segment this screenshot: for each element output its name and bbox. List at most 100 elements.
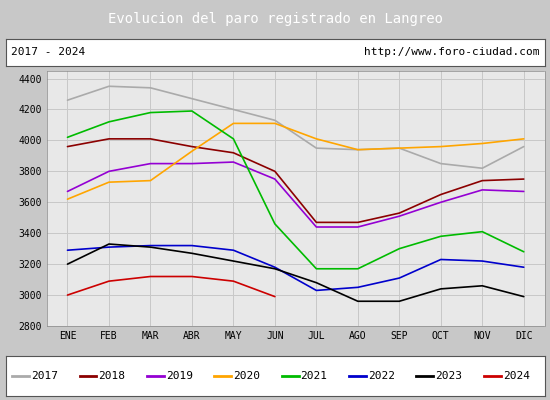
2017: [272, 118, 278, 123]
2019: [189, 161, 195, 166]
2018: [313, 220, 320, 225]
2024: [230, 279, 236, 284]
2019: [272, 177, 278, 182]
2022: [437, 257, 444, 262]
2024: [64, 293, 71, 298]
2023: [437, 286, 444, 291]
2019: [437, 200, 444, 205]
2022: [355, 285, 361, 290]
Text: Evolucion del paro registrado en Langreo: Evolucion del paro registrado en Langreo: [107, 12, 443, 26]
2019: [520, 189, 527, 194]
2020: [64, 197, 71, 202]
2017: [189, 96, 195, 101]
Line: 2021: 2021: [68, 111, 524, 269]
Text: 2021: 2021: [301, 371, 328, 381]
2020: [230, 121, 236, 126]
2020: [520, 136, 527, 141]
2022: [64, 248, 71, 253]
2019: [479, 188, 486, 192]
2020: [272, 121, 278, 126]
2017: [396, 146, 403, 150]
2018: [64, 144, 71, 149]
Line: 2018: 2018: [68, 139, 524, 222]
2018: [479, 178, 486, 183]
2022: [396, 276, 403, 280]
2021: [355, 266, 361, 271]
2019: [313, 225, 320, 230]
Text: 2019: 2019: [166, 371, 193, 381]
2019: [64, 189, 71, 194]
2018: [106, 136, 112, 141]
2021: [106, 120, 112, 124]
Text: http://www.foro-ciudad.com: http://www.foro-ciudad.com: [364, 47, 539, 57]
2017: [147, 86, 154, 90]
2020: [396, 146, 403, 150]
2019: [355, 225, 361, 230]
2023: [520, 294, 527, 299]
2020: [479, 141, 486, 146]
2021: [520, 249, 527, 254]
2018: [272, 169, 278, 174]
Text: 2020: 2020: [233, 371, 260, 381]
2019: [106, 169, 112, 174]
Text: 2023: 2023: [436, 371, 463, 381]
2022: [313, 288, 320, 293]
2022: [520, 265, 527, 270]
Line: 2024: 2024: [68, 276, 275, 297]
2024: [189, 274, 195, 279]
2020: [147, 178, 154, 183]
2021: [313, 266, 320, 271]
2018: [355, 220, 361, 225]
2019: [230, 160, 236, 164]
2020: [189, 149, 195, 154]
2017: [520, 144, 527, 149]
Text: 2024: 2024: [503, 371, 530, 381]
Line: 2023: 2023: [68, 244, 524, 301]
Text: 2017 - 2024: 2017 - 2024: [11, 47, 85, 57]
2021: [396, 246, 403, 251]
2017: [106, 84, 112, 89]
2022: [272, 265, 278, 270]
2022: [230, 248, 236, 253]
2023: [355, 299, 361, 304]
2022: [106, 245, 112, 250]
2018: [396, 211, 403, 216]
2020: [355, 147, 361, 152]
2018: [147, 136, 154, 141]
2023: [313, 280, 320, 285]
2017: [64, 98, 71, 102]
2021: [272, 222, 278, 226]
2017: [437, 161, 444, 166]
2019: [396, 214, 403, 218]
2018: [520, 177, 527, 182]
2024: [147, 274, 154, 279]
2019: [147, 161, 154, 166]
2024: [106, 279, 112, 284]
Line: 2019: 2019: [68, 162, 524, 227]
2017: [355, 147, 361, 152]
2022: [479, 259, 486, 264]
2021: [479, 229, 486, 234]
Text: 2022: 2022: [368, 371, 395, 381]
2023: [272, 266, 278, 271]
2023: [147, 245, 154, 250]
2018: [189, 144, 195, 149]
Line: 2017: 2017: [68, 86, 524, 168]
2018: [230, 150, 236, 155]
2021: [189, 109, 195, 114]
Text: 2018: 2018: [98, 371, 125, 381]
Text: 2017: 2017: [31, 371, 58, 381]
Line: 2022: 2022: [68, 246, 524, 290]
2023: [64, 262, 71, 266]
2023: [396, 299, 403, 304]
2023: [106, 242, 112, 246]
2020: [106, 180, 112, 184]
2024: [272, 294, 278, 299]
2017: [230, 107, 236, 112]
2017: [479, 166, 486, 171]
2021: [230, 136, 236, 141]
2021: [437, 234, 444, 239]
2017: [313, 146, 320, 150]
2022: [189, 243, 195, 248]
2023: [479, 283, 486, 288]
